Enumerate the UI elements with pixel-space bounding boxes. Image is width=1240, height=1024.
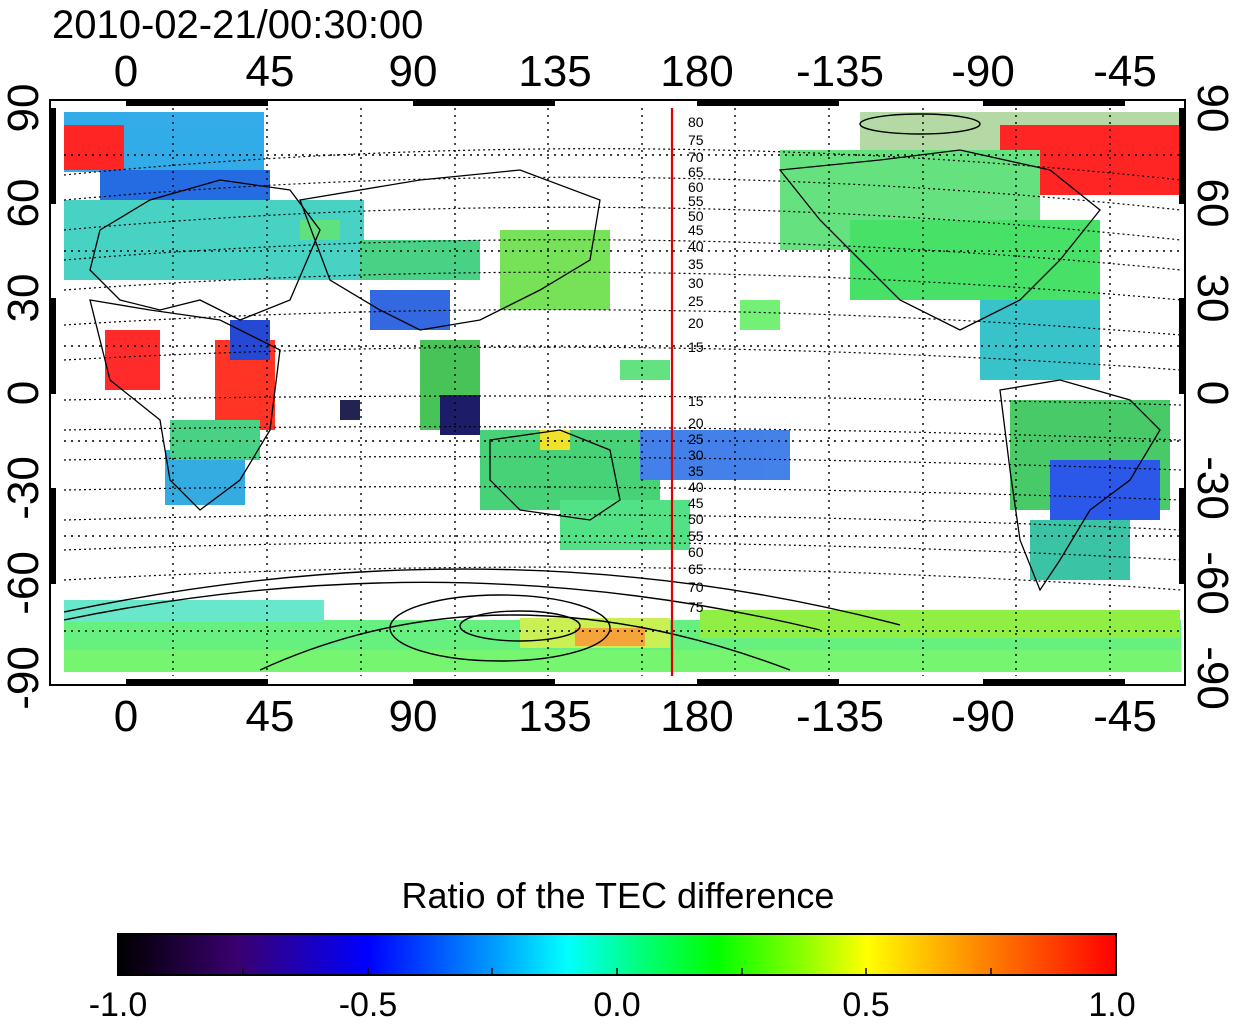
- contour-label: 65: [688, 561, 704, 577]
- contour-label: 15: [688, 393, 704, 409]
- contour-labels-north: 80 75 70 65 60 55 50 45 40 35 30 25 20 1…: [688, 114, 704, 355]
- colorbar-title: Ratio of the TEC difference: [402, 875, 835, 916]
- contour-label: 70: [688, 579, 704, 595]
- contour-label: 45: [688, 495, 704, 511]
- contour-label: 55: [688, 528, 704, 544]
- right-tick-label: -60: [1188, 551, 1237, 615]
- contour-label: 35: [688, 463, 704, 479]
- contour-label: 55: [688, 193, 704, 209]
- contour-labels-south: 15 20 25 30 35 40 45 50 55 60 65 70 75: [688, 393, 704, 615]
- contour-label: 80: [688, 114, 704, 130]
- top-tick-label: 135: [518, 47, 591, 96]
- bottom-tick-label: -135: [796, 692, 884, 741]
- contour-label: 45: [688, 222, 704, 238]
- left-tick-label: 90: [0, 84, 48, 133]
- bottom-tick-label: 0: [114, 692, 138, 741]
- contour-label: 40: [688, 238, 704, 254]
- colorbar-tick-label: -0.5: [339, 986, 398, 1024]
- contour-label: 40: [688, 479, 704, 495]
- top-tick-label: 180: [660, 47, 733, 96]
- bottom-tick-label: 135: [518, 692, 591, 741]
- bottom-tick-label: 180: [660, 692, 733, 741]
- contour-label: 25: [688, 293, 704, 309]
- left-tick-label: 0: [0, 381, 48, 405]
- contour-label: 30: [688, 447, 704, 463]
- top-tick-label: 0: [114, 47, 138, 96]
- colorbar-tick-labels: -1.0 -0.5 0.0 0.5 1.0: [89, 986, 1136, 1024]
- top-tick-label: -90: [951, 47, 1015, 96]
- contour-label: 35: [688, 256, 704, 272]
- right-tick-label: -90: [1188, 646, 1237, 710]
- left-tick-label: -60: [0, 551, 48, 615]
- south-pole-contours: [64, 113, 981, 671]
- right-tick-label: 30: [1188, 274, 1237, 323]
- contour-label: 50: [688, 208, 704, 224]
- right-tick-label: 90: [1188, 84, 1237, 133]
- left-tick-label: -30: [0, 456, 48, 520]
- bottom-axis: 0 45 90 135 180 -135 -90 -45: [114, 692, 1157, 741]
- bottom-tick-label: 90: [389, 692, 438, 741]
- contour-label: 25: [688, 431, 704, 447]
- contour-label: 20: [688, 415, 704, 431]
- colorbar-tick-label: -1.0: [89, 986, 148, 1024]
- right-tick-label: 0: [1188, 381, 1237, 405]
- colorbar: Ratio of the TEC difference -1.0 -0.5 0.…: [89, 875, 1136, 1024]
- top-axis: 0 45 90 135 180 -135 -90 -45: [114, 47, 1157, 96]
- left-tick-label: 30: [0, 274, 48, 323]
- contour-label: 65: [688, 164, 704, 180]
- left-tick-label: -90: [0, 646, 48, 710]
- tec-data-layer: [64, 112, 1181, 672]
- colorbar-minor-ticks: [242, 968, 992, 975]
- right-tick-label: -30: [1188, 456, 1237, 520]
- contour-label: 50: [688, 511, 704, 527]
- left-tick-label: 60: [0, 179, 48, 228]
- colorbar-tick-label: 0.0: [593, 986, 640, 1024]
- top-tick-label: 90: [389, 47, 438, 96]
- bottom-tick-label: -45: [1093, 692, 1157, 741]
- axis-border-bars: [50, 100, 1185, 685]
- contour-label: 20: [688, 315, 704, 331]
- map-area: 80 75 70 65 60 55 50 45 40 35 30 25 20 1…: [49, 99, 1186, 686]
- map-title: 2010-02-21/00:30:00: [52, 3, 423, 47]
- right-tick-label: 60: [1188, 179, 1237, 228]
- bottom-tick-label: -90: [951, 692, 1015, 741]
- top-tick-label: -45: [1093, 47, 1157, 96]
- colorbar-tick-label: 1.0: [1088, 986, 1135, 1024]
- right-axis: 90 60 30 0 -30 -60 -90: [1188, 84, 1237, 710]
- contour-label: 75: [688, 599, 704, 615]
- left-axis: 90 60 30 0 -30 -60 -90: [0, 84, 48, 710]
- contour-label: 60: [688, 179, 704, 195]
- contour-label: 70: [688, 149, 704, 165]
- top-tick-label: 45: [246, 47, 295, 96]
- coastlines: [89, 149, 1161, 592]
- contour-label: 60: [688, 544, 704, 560]
- colorbar-tick-label: 0.5: [842, 986, 889, 1024]
- contour-label: 75: [688, 132, 704, 148]
- contour-label: 30: [688, 275, 704, 291]
- top-tick-label: -135: [796, 47, 884, 96]
- contour-label: 15: [688, 339, 704, 355]
- bottom-tick-label: 45: [246, 692, 295, 741]
